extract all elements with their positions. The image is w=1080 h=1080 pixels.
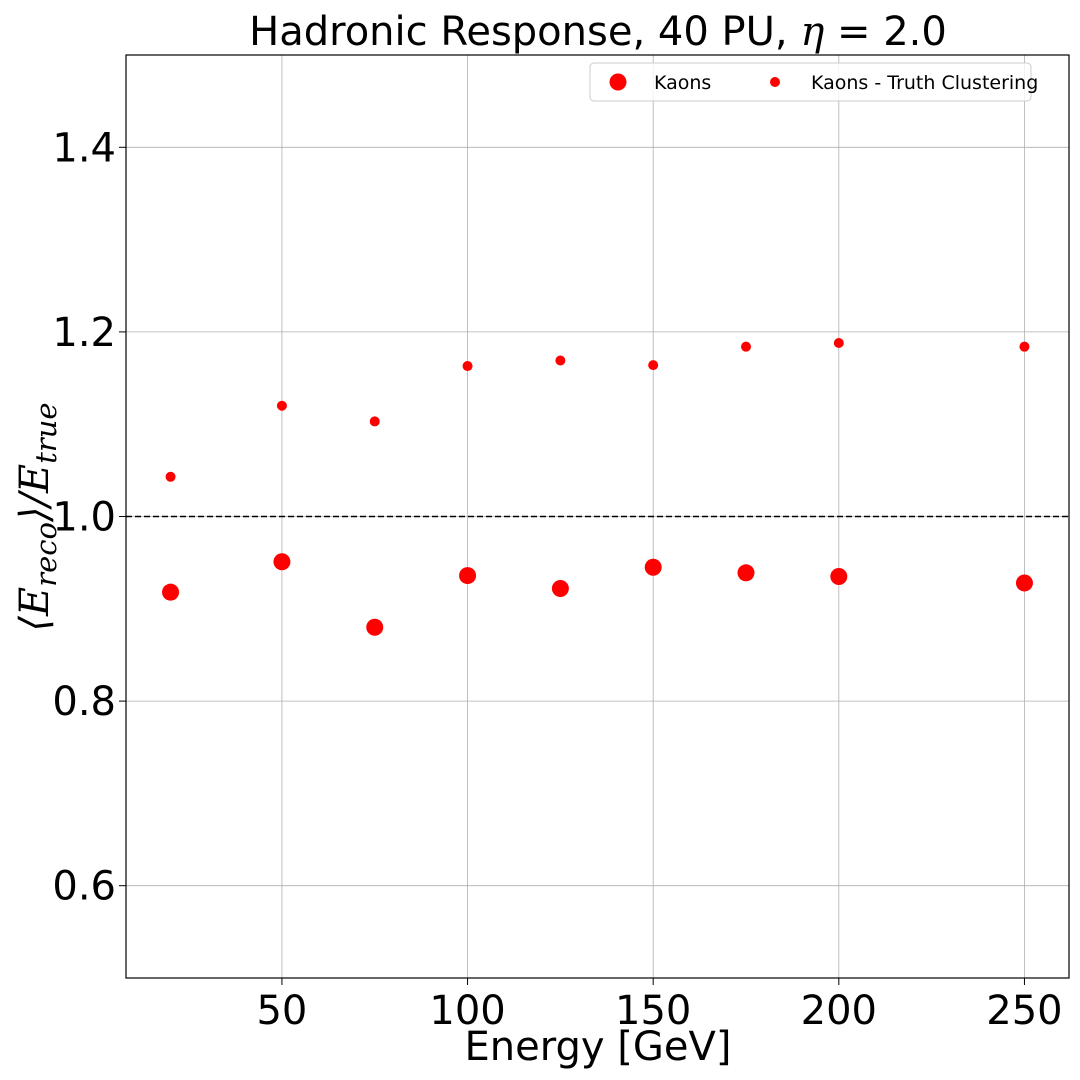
y-tick-label: 1.4 xyxy=(52,125,116,171)
axis-ticks: 50 100 150 200 250 0.6 0.8 1.0 1.2 1.4 xyxy=(52,125,1062,1034)
x-tick-label: 100 xyxy=(429,988,505,1034)
data-point xyxy=(737,564,755,582)
data-point xyxy=(648,360,659,371)
data-points xyxy=(162,337,1033,636)
grid xyxy=(126,55,1069,978)
series-1 xyxy=(162,553,1033,636)
x-axis-label: Energy [GeV] xyxy=(465,1024,732,1070)
y-tick-label: 1.2 xyxy=(52,310,116,356)
data-point xyxy=(1019,341,1030,352)
y-tick-label: 1.0 xyxy=(52,495,116,541)
data-point xyxy=(165,471,176,482)
data-point xyxy=(276,400,287,411)
x-tick-label: 250 xyxy=(986,988,1062,1034)
data-point xyxy=(273,553,291,571)
data-point xyxy=(741,341,752,352)
data-point xyxy=(369,416,380,427)
legend-label: Kaons - Truth Clustering xyxy=(811,72,1038,94)
data-point xyxy=(162,583,180,601)
series-2 xyxy=(165,337,1030,482)
data-point xyxy=(1015,574,1033,592)
x-tick-label: 150 xyxy=(615,988,691,1034)
data-point xyxy=(459,567,477,585)
data-point xyxy=(555,355,566,366)
x-tick-label: 200 xyxy=(801,988,877,1034)
y-tick-label: 0.8 xyxy=(52,679,116,725)
x-tick-label: 50 xyxy=(256,988,307,1034)
data-point xyxy=(366,618,384,636)
data-point xyxy=(830,567,848,585)
legend-frame xyxy=(589,62,1032,102)
chart-title: Hadronic Response, 40 PU, η = 2.0 xyxy=(249,9,947,55)
legend-marker xyxy=(609,73,627,91)
data-point xyxy=(462,361,473,372)
y-tick-label: 0.6 xyxy=(52,864,116,910)
data-point xyxy=(551,579,569,597)
legend-label: Kaons xyxy=(654,72,711,94)
legend-marker xyxy=(770,77,780,87)
data-point xyxy=(644,558,662,576)
y-axis-label: ⟨Ereco⟩/Etrue xyxy=(12,402,63,631)
data-point xyxy=(833,337,844,348)
legend: Kaons Kaons - Truth Clustering xyxy=(589,62,1038,102)
